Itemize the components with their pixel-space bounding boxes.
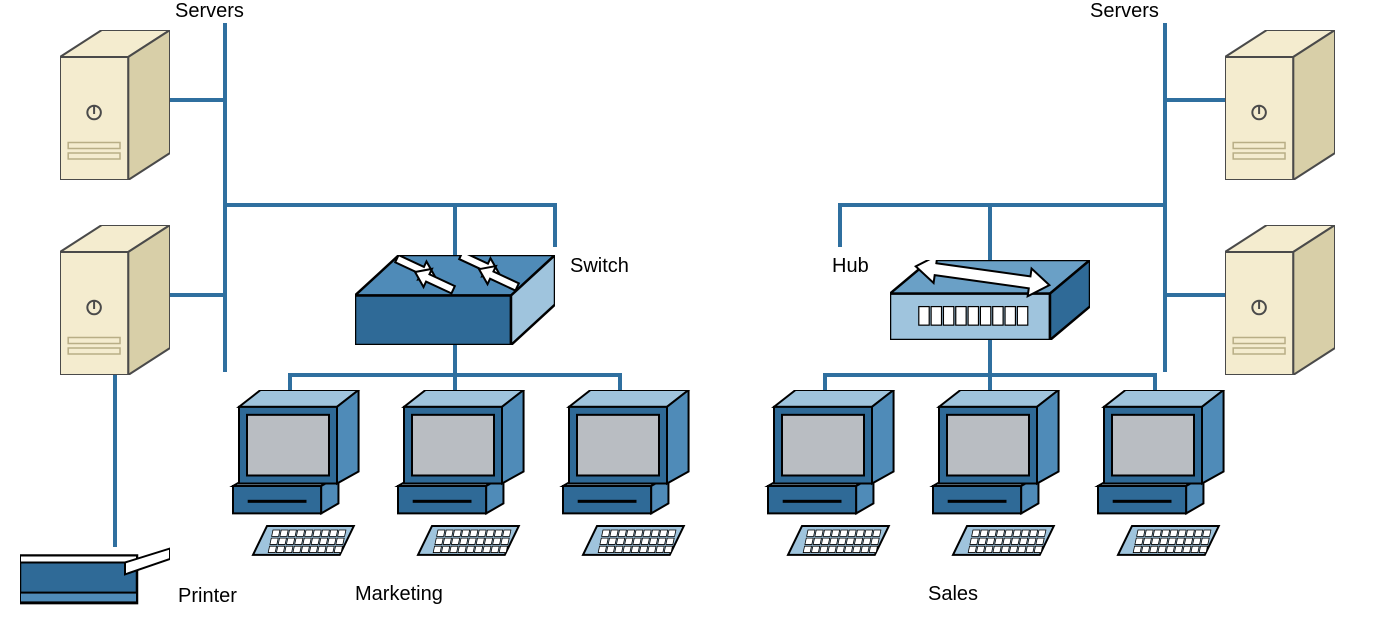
label-switch: Switch (570, 255, 629, 278)
server-icon (60, 225, 170, 375)
workstation-icon (1090, 390, 1230, 560)
workstation-icon (760, 390, 900, 560)
label-hub: Hub (832, 255, 869, 278)
label-sales: Sales (928, 583, 978, 606)
server-icon (1225, 30, 1335, 180)
label-servers-right: Servers (1090, 0, 1159, 23)
printer-icon (20, 545, 170, 615)
workstation-icon (555, 390, 695, 560)
workstation-icon (225, 390, 365, 560)
server-icon (1225, 225, 1335, 375)
workstation-icon (925, 390, 1065, 560)
label-servers-left: Servers (175, 0, 244, 23)
server-icon (60, 30, 170, 180)
hub-icon (890, 260, 1090, 340)
label-printer: Printer (178, 585, 237, 608)
workstation-icon (390, 390, 530, 560)
switch-icon (355, 255, 555, 345)
label-marketing: Marketing (355, 583, 443, 606)
network-diagram: Servers Servers Switch Hub Marketing Sal… (0, 0, 1385, 630)
